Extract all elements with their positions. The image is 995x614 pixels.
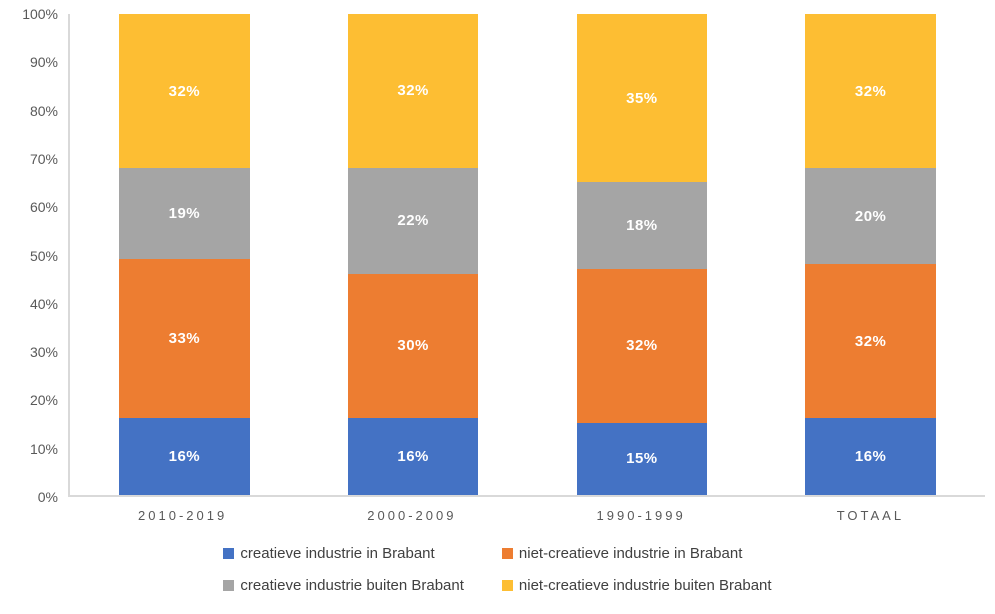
data-label: 32% [626, 337, 658, 355]
data-label: 30% [397, 337, 429, 355]
y-axis-tick-label: 100% [22, 6, 58, 22]
data-label: 22% [397, 212, 429, 230]
bar-segment[interactable]: 18% [576, 182, 708, 269]
data-label: 33% [168, 330, 201, 348]
x-axis-category-label: TOTAAL [836, 508, 905, 523]
bar-segment[interactable]: 35% [576, 14, 708, 183]
bar-slot: 15% 32% 18% 35% [528, 14, 757, 495]
data-label: 32% [397, 82, 429, 100]
y-axis-tick-label: 60% [29, 199, 58, 216]
legend-label: niet-creatieve industrie buiten Brabant [518, 577, 772, 594]
data-label: 16% [168, 448, 201, 466]
bar-segment[interactable]: 22% [347, 167, 479, 274]
bar-segment[interactable]: 15% [576, 422, 708, 495]
y-axis-tick-label: 90% [29, 54, 58, 71]
bar-segment[interactable]: 30% [347, 273, 479, 419]
data-label: 15% [626, 450, 658, 468]
data-label: 32% [168, 82, 201, 100]
legend-label: creatieve industrie buiten Brabant [240, 577, 464, 594]
legend-label: niet-creatieve industrie in Brabant [518, 545, 743, 562]
legend-swatch-blue-icon [223, 548, 235, 559]
x-axis-category-label: 2000-2009 [367, 508, 457, 523]
y-axis-tick-label: 0% [37, 489, 58, 505]
legend-item-niet-creatieve-industrie-in-brabant[interactable]: niet-creatieve industrie in Brabant [501, 545, 772, 562]
bar-segment[interactable]: 16% [347, 418, 479, 495]
bar-segment[interactable]: 20% [805, 167, 936, 265]
bar-segment[interactable]: 32% [347, 14, 479, 168]
data-label: 18% [626, 217, 658, 235]
data-label: 16% [854, 448, 887, 466]
y-axis-tick-label: 70% [29, 150, 58, 167]
bar-segment[interactable]: 32% [119, 14, 250, 168]
stacked-bar[interactable]: 16% 32% 20% 32% [805, 14, 936, 495]
legend-item-creatieve-industrie-buiten-brabant[interactable]: creatieve industrie buiten Brabant [223, 577, 464, 594]
stacked-bar[interactable]: 16% 30% 22% 32% [347, 14, 479, 495]
data-label: 35% [626, 89, 658, 107]
legend-swatch-gray-icon [223, 580, 235, 591]
bar-slot: 16% 30% 22% 32% [299, 14, 528, 495]
x-axis-category-label: 1990-1999 [596, 508, 686, 523]
legend-swatch-yellow-icon [501, 580, 513, 591]
y-axis-tick-label: 10% [29, 440, 58, 457]
bar-segment[interactable]: 16% [119, 418, 250, 495]
plot-area: 16% 33% 19% 32% 16% 30% 22% 32% 15% 32% 18% 35% 16% 3… [68, 14, 985, 497]
data-label: 32% [854, 82, 887, 100]
legend-item-creatieve-industrie-in-brabant[interactable]: creatieve industrie in Brabant [223, 545, 463, 562]
bar-segment[interactable]: 32% [576, 268, 708, 423]
data-label: 32% [854, 332, 887, 350]
y-axis-tick-label: 50% [29, 247, 58, 264]
bar-segment[interactable]: 16% [805, 418, 936, 495]
y-axis-tick-label: 30% [29, 344, 58, 361]
stacked-bar[interactable]: 15% 32% 18% 35% [576, 14, 708, 495]
stacked-bar[interactable]: 16% 33% 19% 32% [119, 14, 250, 495]
y-axis-tick-label: 20% [29, 392, 58, 409]
bar-segment[interactable]: 33% [119, 259, 250, 419]
legend: creatieve industrie in Brabant niet-crea… [0, 545, 995, 594]
bar-segment[interactable]: 32% [805, 14, 936, 168]
y-axis: 100% 90% 80% 70% 60% 50% 40% 30% 20% 10% 0% [0, 6, 58, 505]
legend-item-niet-creatieve-industrie-buiten-brabant[interactable]: niet-creatieve industrie buiten Brabant [501, 577, 772, 594]
y-axis-tick-label: 40% [29, 295, 58, 312]
legend-label: creatieve industrie in Brabant [240, 545, 435, 562]
bar-slot: 16% 32% 20% 32% [756, 14, 985, 495]
data-label: 20% [854, 207, 887, 225]
x-axis-category-label: 2010-2019 [138, 508, 228, 523]
bar-slot: 16% 33% 19% 32% [70, 14, 299, 495]
bar-segment[interactable]: 19% [119, 167, 250, 260]
data-label: 16% [397, 448, 429, 466]
bar-segment[interactable]: 32% [805, 264, 936, 419]
y-axis-tick-label: 80% [29, 102, 58, 119]
x-axis: 2010-2019 2000-2009 1990-1999 TOTAAL [68, 503, 985, 529]
legend-swatch-orange-icon [501, 548, 513, 559]
data-label: 19% [168, 205, 201, 223]
